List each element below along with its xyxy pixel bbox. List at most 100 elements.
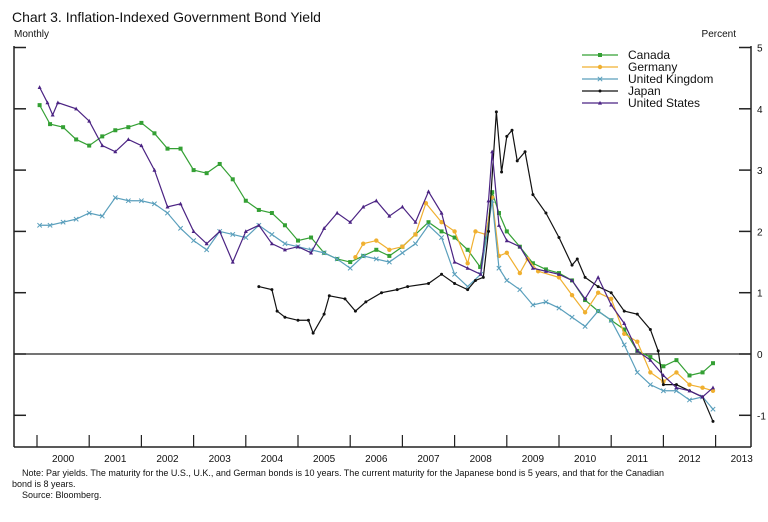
data-point-square bbox=[269, 211, 274, 216]
data-point-dot bbox=[473, 278, 477, 282]
data-point-square bbox=[139, 120, 144, 125]
data-point-x bbox=[517, 287, 523, 293]
data-point-triangle bbox=[648, 357, 653, 362]
chart-title: Chart 3. Inflation-Indexed Government Bo… bbox=[12, 9, 321, 25]
data-point-dot bbox=[583, 275, 587, 279]
data-point-circle bbox=[674, 370, 679, 375]
data-point-dot bbox=[711, 419, 715, 423]
data-point-x bbox=[543, 299, 549, 305]
data-point-dot bbox=[322, 312, 326, 316]
x-tick-label: 2002 bbox=[156, 454, 179, 465]
data-point-x bbox=[597, 76, 603, 82]
data-point-x bbox=[373, 256, 379, 262]
data-point-triangle bbox=[165, 204, 170, 209]
data-point-x bbox=[686, 397, 693, 403]
data-point-dot bbox=[515, 159, 519, 163]
data-point-x bbox=[595, 308, 601, 314]
data-point-square bbox=[598, 53, 602, 57]
data-point-triangle bbox=[243, 229, 248, 233]
data-point-square bbox=[687, 373, 692, 378]
data-point-x bbox=[321, 250, 327, 256]
data-point-circle bbox=[595, 290, 601, 295]
data-point-triangle bbox=[598, 100, 602, 105]
series-germany bbox=[353, 195, 716, 393]
data-point-dot bbox=[575, 257, 579, 261]
data-point-circle bbox=[387, 247, 392, 252]
data-point-triangle bbox=[490, 149, 495, 154]
data-point-dot bbox=[570, 263, 574, 267]
data-point-dot bbox=[395, 288, 399, 292]
x-tick-label: 2010 bbox=[574, 454, 597, 465]
data-point-square bbox=[478, 264, 483, 269]
data-point-triangle bbox=[256, 223, 261, 227]
data-point-triangle bbox=[55, 100, 60, 105]
data-point-triangle bbox=[583, 296, 588, 301]
legend-label: Germany bbox=[628, 60, 677, 74]
data-point-x bbox=[504, 277, 510, 283]
data-point-x bbox=[634, 369, 640, 375]
data-point-triangle bbox=[87, 118, 92, 123]
data-point-square bbox=[126, 125, 131, 130]
data-point-square bbox=[674, 358, 679, 363]
data-point-circle bbox=[452, 229, 457, 234]
legend-label: United Kingdom bbox=[628, 72, 713, 86]
data-point-triangle bbox=[387, 213, 392, 218]
data-point-x bbox=[282, 241, 288, 247]
y-tick-label: 2 bbox=[757, 227, 763, 238]
data-point-dot bbox=[544, 211, 548, 215]
data-point-square bbox=[648, 355, 653, 360]
data-point-square bbox=[710, 361, 715, 366]
data-point-square bbox=[374, 247, 379, 252]
data-point-dot bbox=[275, 309, 279, 313]
data-point-x bbox=[425, 222, 432, 228]
x-tick-label: 2011 bbox=[627, 454, 649, 465]
data-point-dot bbox=[494, 110, 498, 114]
data-point-dot bbox=[635, 312, 639, 316]
data-point-triangle bbox=[113, 149, 118, 154]
data-point-square bbox=[439, 229, 444, 234]
data-point-square bbox=[100, 134, 105, 139]
data-point-triangle bbox=[452, 259, 457, 264]
data-point-dot bbox=[427, 282, 430, 286]
data-point-x bbox=[360, 253, 366, 259]
data-point-square bbox=[348, 260, 353, 265]
data-point-square bbox=[530, 261, 535, 266]
data-point-circle bbox=[609, 296, 614, 302]
data-point-square bbox=[152, 131, 157, 136]
data-point-dot bbox=[661, 383, 665, 387]
series-japan bbox=[257, 110, 715, 423]
data-point-triangle bbox=[191, 229, 196, 233]
data-point-circle bbox=[622, 331, 627, 336]
y-tick-label: 3 bbox=[757, 166, 763, 177]
data-point-dot bbox=[283, 315, 287, 319]
data-point-square bbox=[452, 235, 457, 240]
data-point-square bbox=[622, 327, 627, 332]
data-point-triangle bbox=[400, 204, 405, 209]
y-axis-label: Percent bbox=[702, 29, 737, 40]
data-point-circle bbox=[687, 382, 692, 387]
data-point-circle bbox=[597, 64, 603, 70]
data-point-triangle bbox=[426, 189, 431, 194]
series-united-states bbox=[37, 85, 715, 399]
data-point-triangle bbox=[478, 272, 483, 276]
x-tick-label: 2004 bbox=[261, 454, 284, 465]
data-point-dot bbox=[440, 272, 444, 276]
data-point-triangle bbox=[687, 388, 692, 393]
y-tick-label: 4 bbox=[757, 105, 763, 116]
data-point-circle bbox=[413, 232, 418, 237]
data-point-circle bbox=[423, 201, 429, 206]
data-point-triangle bbox=[361, 204, 366, 209]
data-point-x bbox=[496, 265, 502, 271]
y-tick-label: 0 bbox=[757, 350, 763, 361]
data-point-square bbox=[465, 247, 470, 252]
data-point-circle bbox=[374, 238, 379, 243]
data-point-circle bbox=[569, 292, 575, 298]
data-point-x bbox=[452, 271, 458, 277]
data-point-dot bbox=[353, 309, 357, 313]
data-point-square bbox=[48, 122, 53, 127]
legend-item: Germany bbox=[582, 60, 677, 74]
data-point-circle bbox=[700, 385, 705, 390]
x-tick-label: 2001 bbox=[104, 454, 127, 465]
data-point-triangle bbox=[596, 275, 601, 279]
